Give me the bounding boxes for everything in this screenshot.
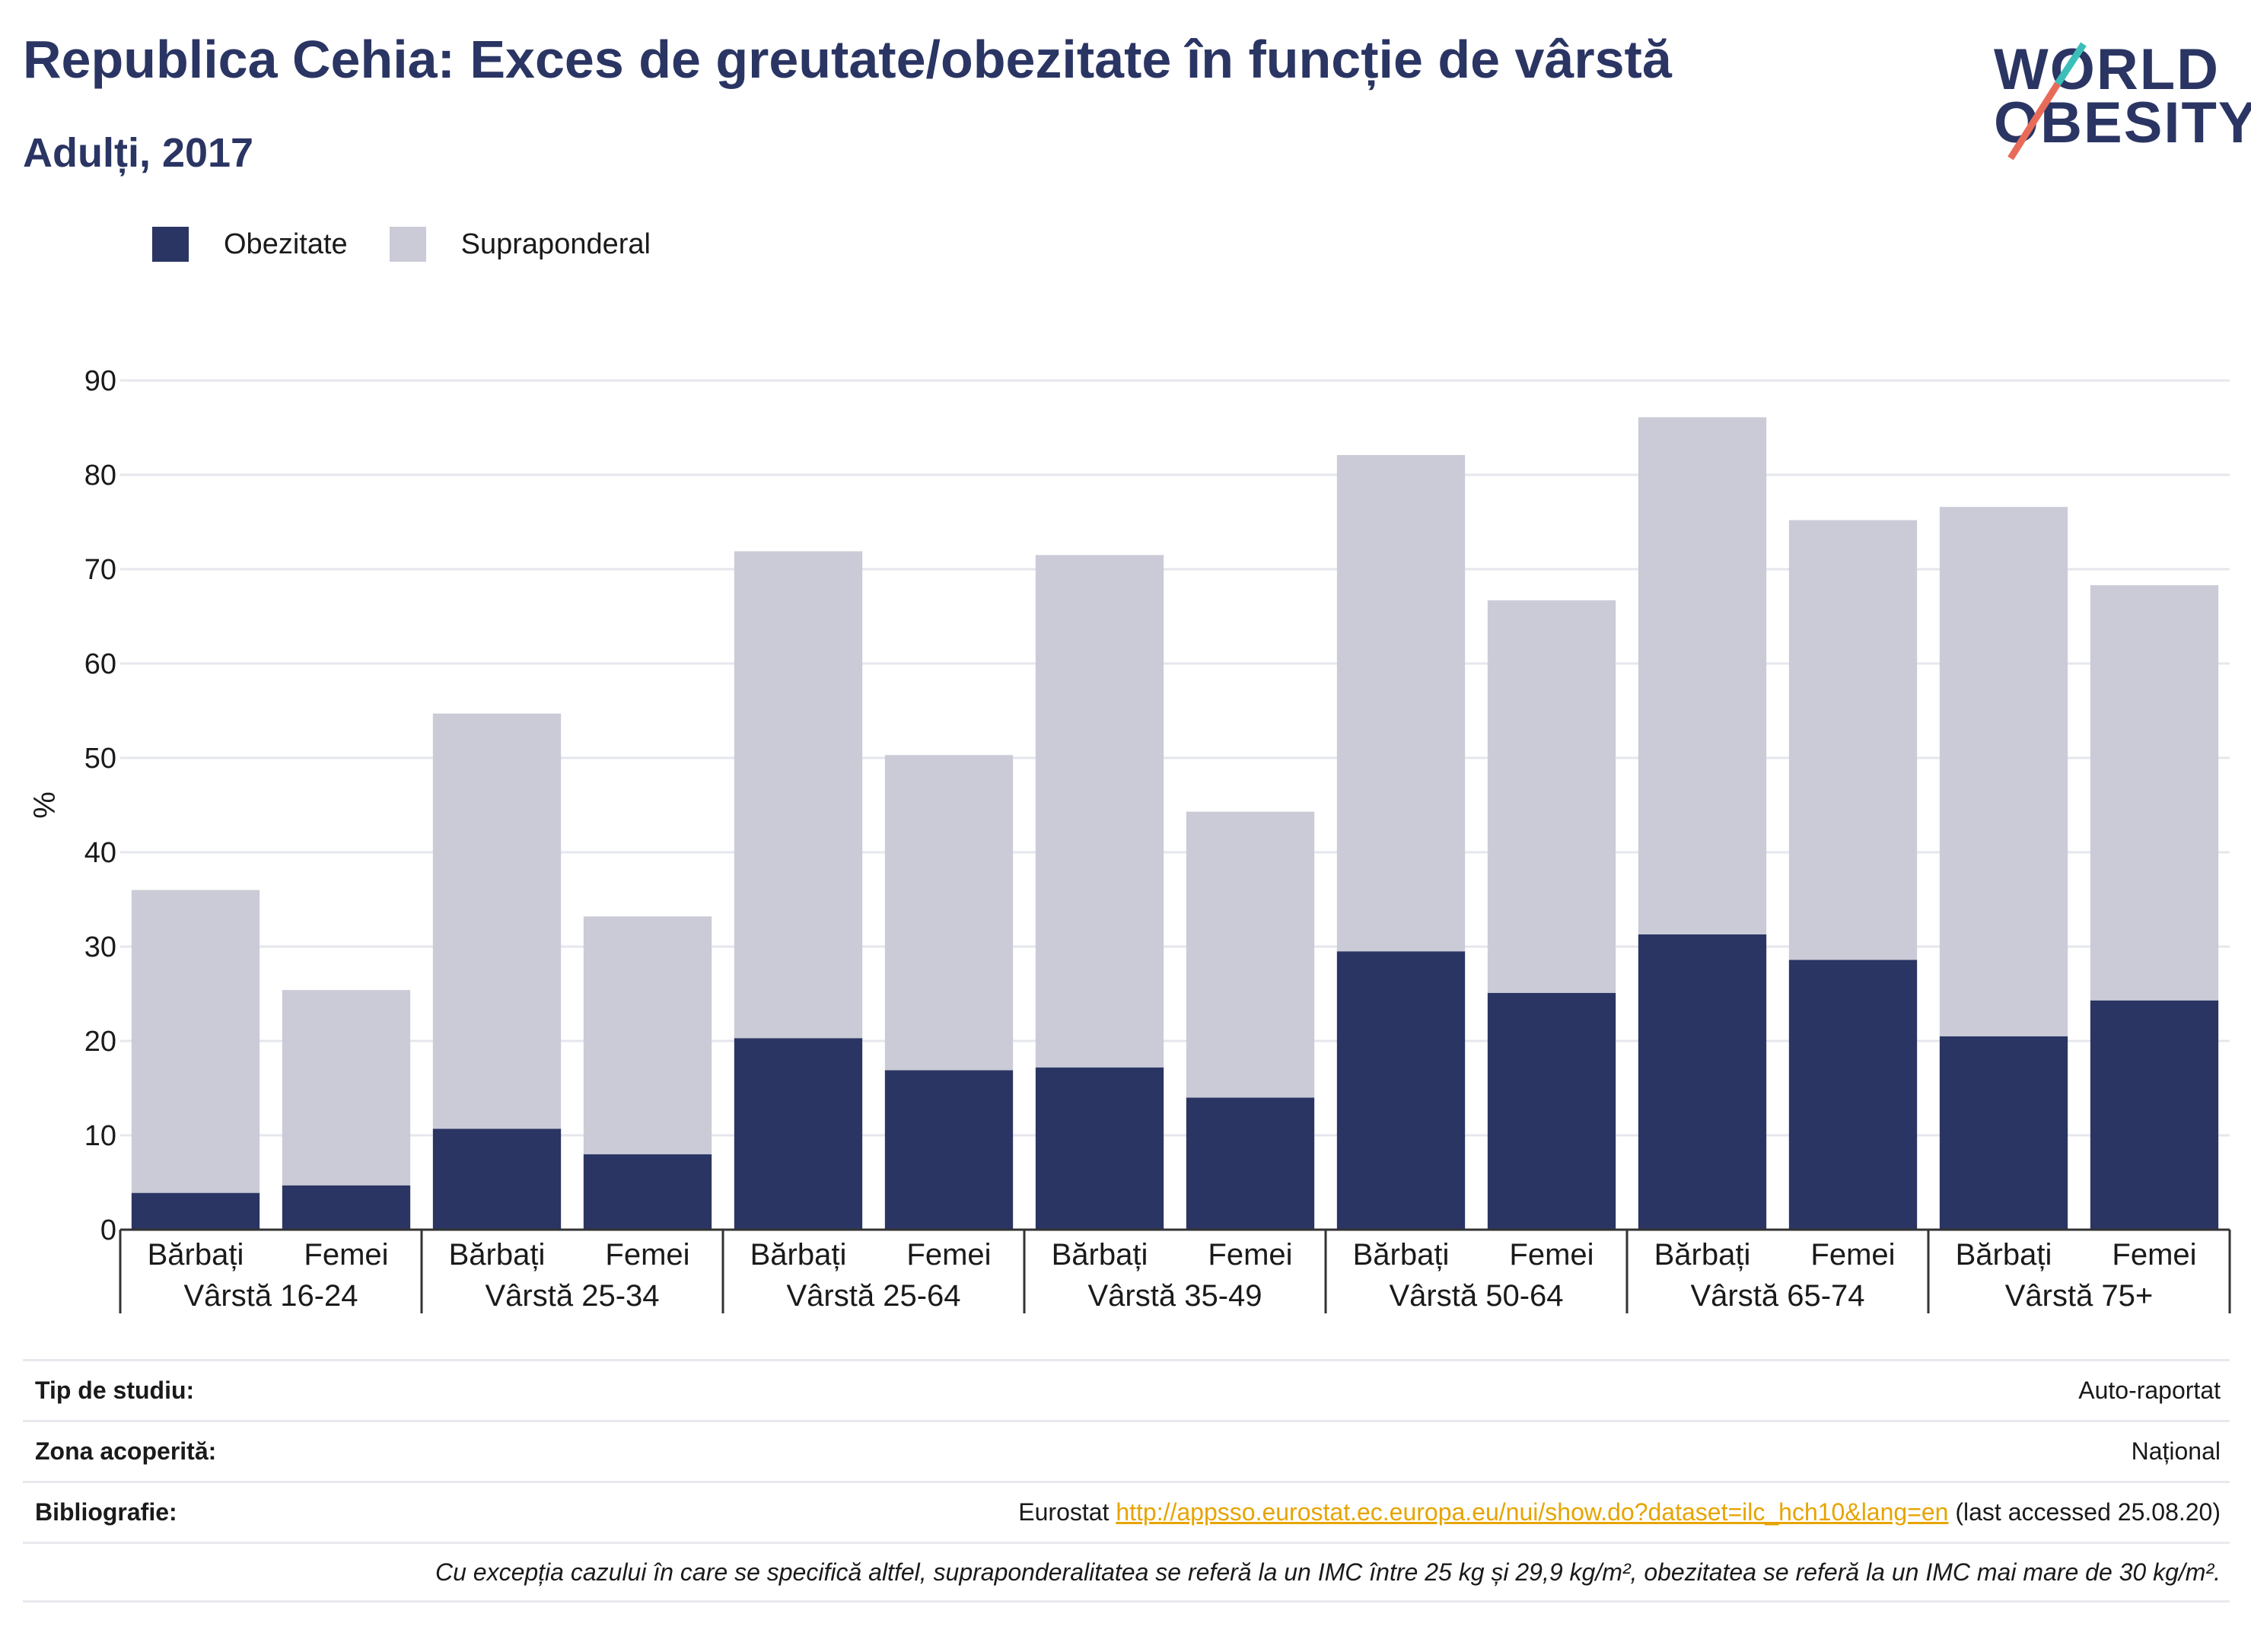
bar-obezitate xyxy=(432,1128,562,1230)
bar-supraponderal xyxy=(131,890,260,1193)
group-label: Vârstă 25-64 xyxy=(786,1279,960,1313)
bar-obezitate xyxy=(1638,934,1767,1230)
bar-obezitate xyxy=(1035,1067,1164,1230)
x-tick-label: Bărbați xyxy=(148,1238,244,1272)
y-tick-label: 90 xyxy=(84,365,116,397)
bibliography-value: Eurostat http://appsso.eurostat.ec.europ… xyxy=(1018,1498,2221,1526)
legend-label-supraponderal: Supraponderal xyxy=(460,228,651,260)
y-tick-label: 40 xyxy=(84,837,116,869)
bar-obezitate xyxy=(1336,951,1466,1230)
bar-supraponderal xyxy=(1487,600,1616,993)
bar-supraponderal xyxy=(884,755,1014,1071)
info-row-coverage: Zona acoperită: Național xyxy=(23,1420,2230,1481)
bar-supraponderal xyxy=(2090,585,2219,1001)
y-tick-label: 20 xyxy=(84,1026,116,1058)
study-type-label: Tip de studiu: xyxy=(35,1377,195,1404)
bar-supraponderal xyxy=(1939,507,2068,1036)
x-tick-label: Femei xyxy=(1509,1238,1594,1272)
page-subtitle: Adulți, 2017 xyxy=(23,130,254,176)
study-type-value: Auto-raportat xyxy=(2078,1377,2221,1404)
bar-obezitate xyxy=(884,1070,1014,1230)
x-tick-label: Femei xyxy=(304,1238,388,1272)
info-row-study-type: Tip de studiu: Auto-raportat xyxy=(23,1359,2230,1420)
legend-swatch-obezitate xyxy=(152,227,189,262)
bar-supraponderal xyxy=(1788,520,1918,960)
bar-supraponderal xyxy=(583,916,712,1154)
bibliography-link[interactable]: http://appsso.eurostat.ec.europa.eu/nui/… xyxy=(1116,1498,1949,1526)
bar-obezitate xyxy=(2090,1000,2219,1230)
x-tick-label: Femei xyxy=(2112,1238,2196,1272)
info-row-bibliography: Bibliografie: Eurostat http://appsso.eur… xyxy=(23,1481,2230,1542)
bar-supraponderal xyxy=(1638,417,1767,934)
x-tick-label: Bărbați xyxy=(1052,1238,1148,1272)
info-table: Tip de studiu: Auto-raportat Zona acoper… xyxy=(23,1359,2230,1603)
x-tick-label: Bărbați xyxy=(750,1238,847,1272)
bar-obezitate xyxy=(131,1192,260,1230)
logo-line-1: WORLD xyxy=(1994,37,2221,102)
bar-obezitate xyxy=(734,1038,863,1230)
bar-obezitate xyxy=(282,1185,411,1230)
x-tick-label: Bărbați xyxy=(1654,1238,1751,1272)
bar-obezitate xyxy=(583,1154,712,1230)
x-tick-label: Bărbați xyxy=(1353,1238,1450,1272)
bar-obezitate xyxy=(1788,960,1918,1230)
legend-item-supraponderal: Supraponderal xyxy=(389,227,651,262)
bar-supraponderal xyxy=(1035,555,1164,1068)
x-tick-label: Bărbați xyxy=(1956,1238,2052,1272)
group-label: Vârstă 35-49 xyxy=(1087,1279,1262,1313)
group-label: Vârstă 16-24 xyxy=(183,1279,358,1313)
legend-swatch-supraponderal xyxy=(389,227,426,262)
coverage-label: Zona acoperită: xyxy=(35,1437,217,1465)
bar-supraponderal xyxy=(282,990,411,1186)
x-tick-label: Femei xyxy=(906,1238,991,1272)
legend-item-obezitate: Obezitate xyxy=(152,227,348,262)
x-tick-label: Femei xyxy=(1810,1238,1895,1272)
y-tick-label: 30 xyxy=(84,931,116,963)
page-title: Republica Cehia: Exces de greutate/obezi… xyxy=(23,30,1672,89)
coverage-value: Național xyxy=(2131,1437,2221,1465)
bar-obezitate xyxy=(1186,1097,1315,1230)
bar-supraponderal xyxy=(1336,454,1466,952)
y-axis-label: % xyxy=(28,791,62,819)
info-row-note: Cu excepția cazului în care se specifică… xyxy=(23,1542,2230,1603)
x-tick-label: Femei xyxy=(1208,1238,1292,1272)
y-tick-label: 70 xyxy=(84,554,116,586)
bibliography-label: Bibliografie: xyxy=(35,1498,177,1526)
stacked-bar-chart: 0 10 20 30 40 50 60 70 80 90% Bărbați Femei Bărbați F… xyxy=(28,365,2231,1313)
definition-note: Cu excepția cazului în care se specifică… xyxy=(435,1558,2221,1586)
bar-obezitate xyxy=(1939,1036,2068,1230)
bar-obezitate xyxy=(1487,992,1616,1230)
y-tick-label: 10 xyxy=(84,1120,116,1152)
bibliography-prefix: Eurostat xyxy=(1018,1498,1110,1526)
bar-supraponderal xyxy=(734,551,863,1039)
world-obesity-logo: WORLD OBESITY xyxy=(1979,23,2251,160)
group-label: Vârstă 75+ xyxy=(2005,1279,2154,1313)
y-tick-label: 60 xyxy=(84,648,116,680)
y-tick-label: 80 xyxy=(84,460,116,492)
group-label: Vârstă 50-64 xyxy=(1389,1279,1563,1313)
chart-legend: Obezitate Supraponderal xyxy=(152,227,692,262)
group-label: Vârstă 65-74 xyxy=(1690,1279,1864,1313)
y-tick-label: 50 xyxy=(84,743,116,775)
bar-supraponderal xyxy=(432,713,562,1129)
group-label: Vârstă 25-34 xyxy=(485,1279,659,1313)
x-tick-label: Femei xyxy=(605,1238,689,1272)
y-tick-label: 0 xyxy=(100,1214,116,1246)
legend-label-obezitate: Obezitate xyxy=(224,228,348,260)
bibliography-suffix: (last accessed 25.08.20) xyxy=(1955,1498,2221,1526)
logo-slash-icon xyxy=(2007,42,2087,160)
x-tick-label: Bărbați xyxy=(449,1238,546,1272)
bar-supraponderal xyxy=(1186,811,1315,1098)
